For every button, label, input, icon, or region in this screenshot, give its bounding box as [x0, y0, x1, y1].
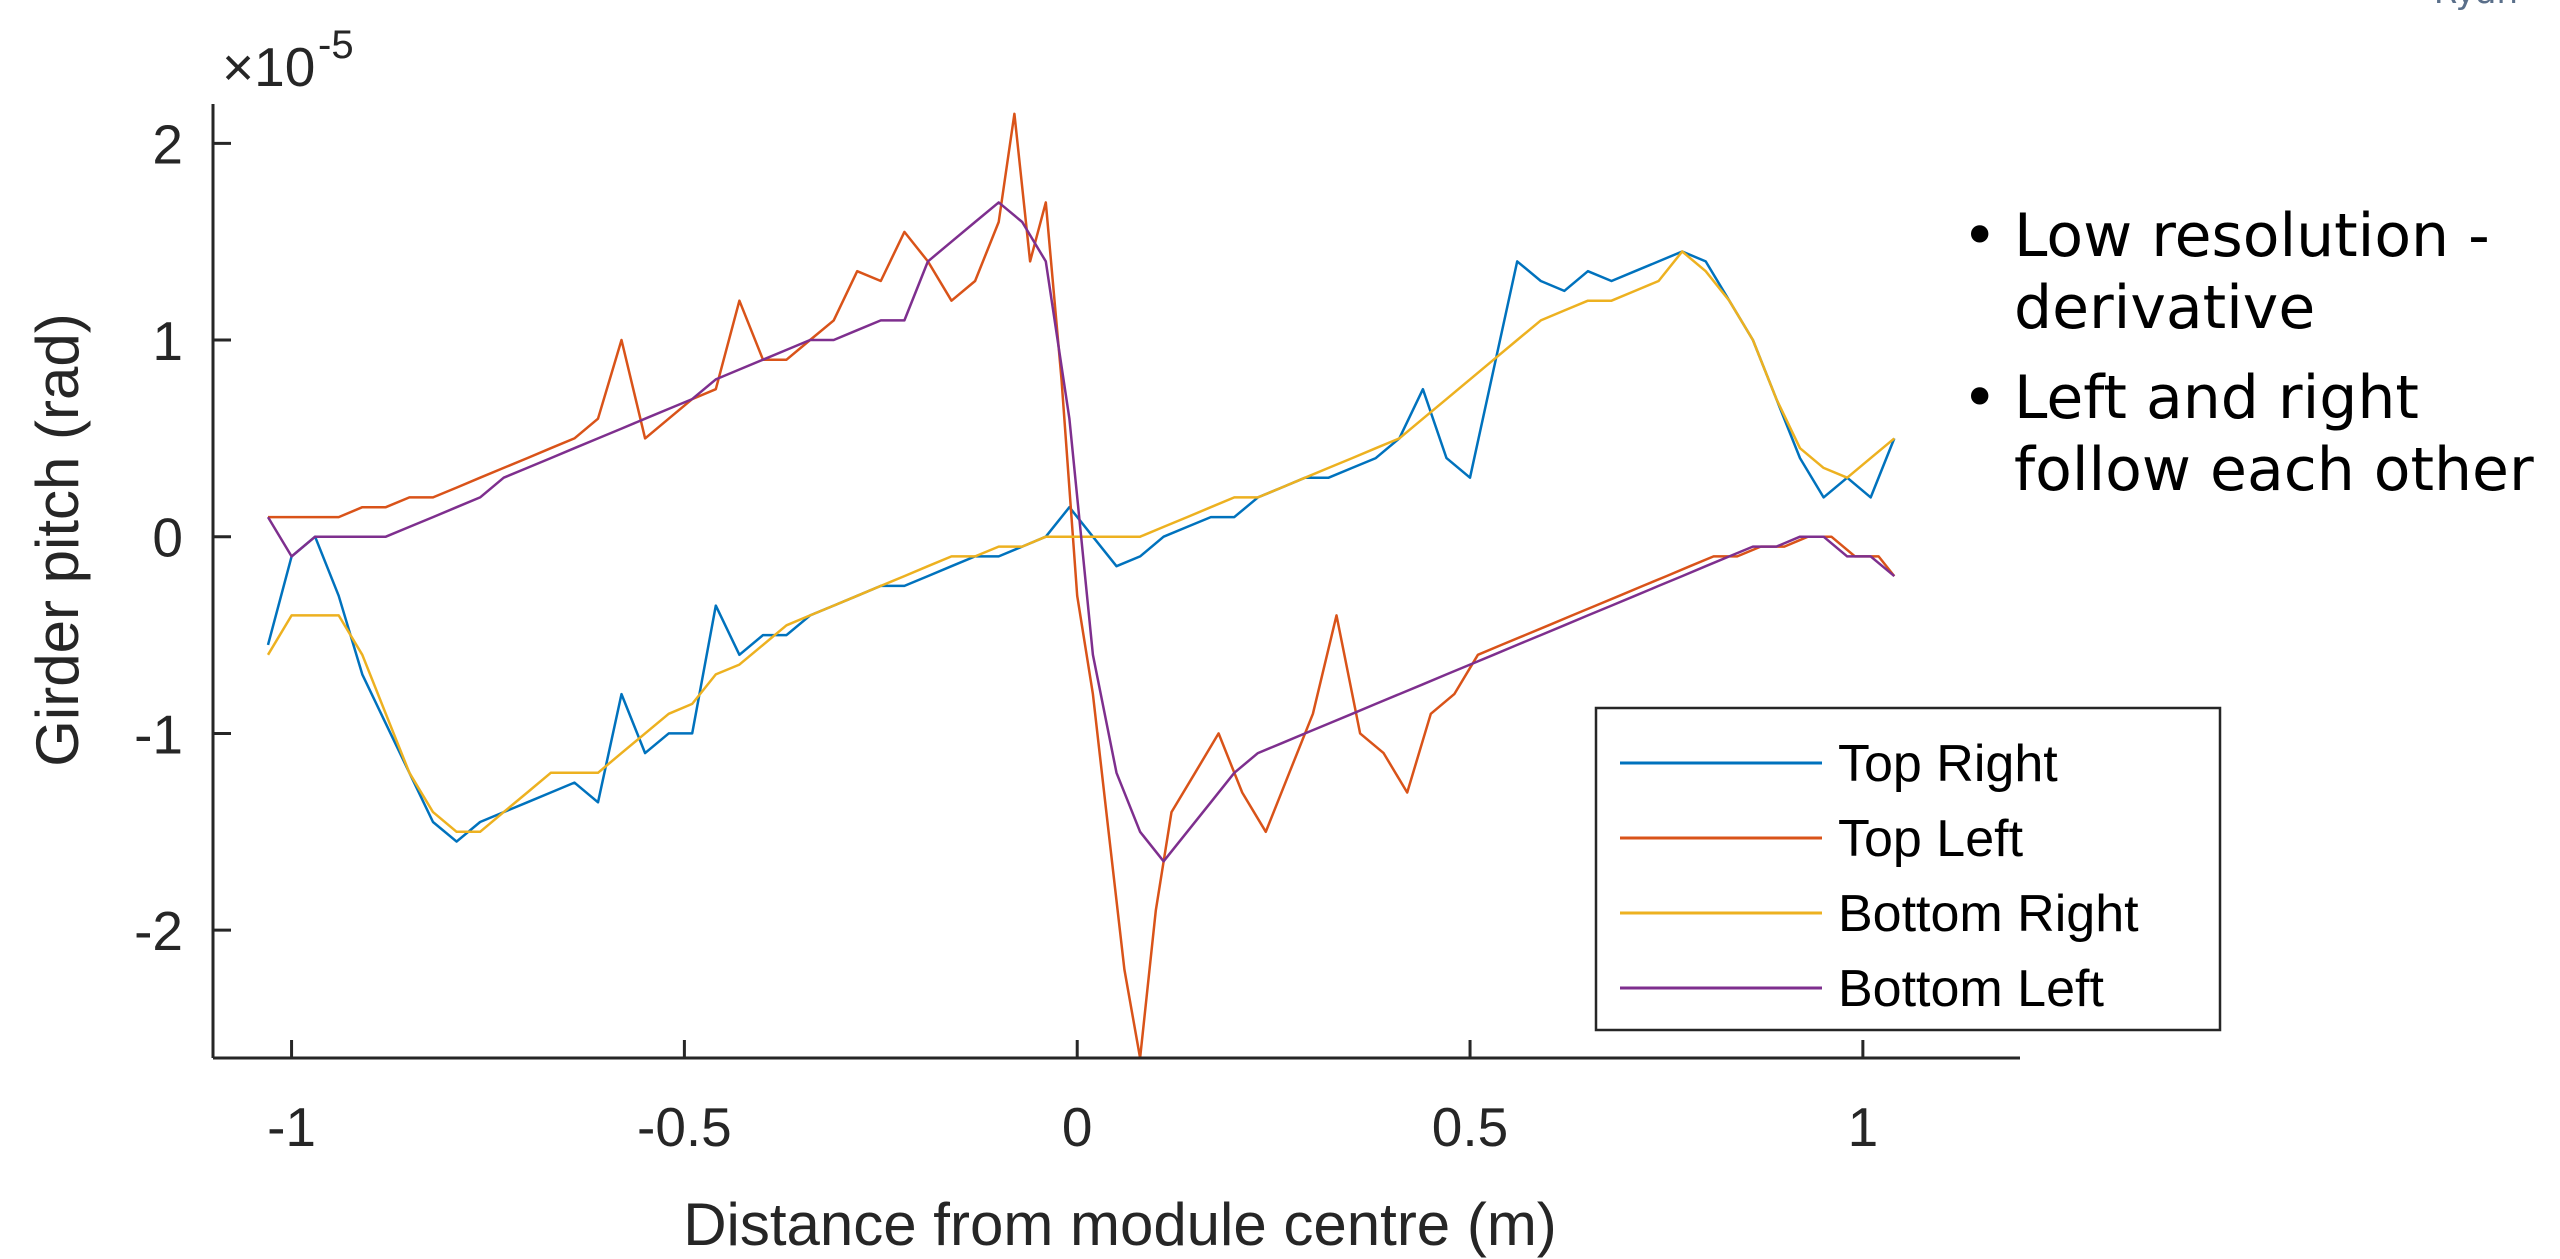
- bullet-dot: •: [1962, 363, 1998, 433]
- x-tick-label: 1: [1848, 1096, 1879, 1158]
- y-axis-title: Girder pitch (rad): [24, 313, 91, 766]
- bullet-dot: •: [1962, 201, 1998, 271]
- y-tick-label: -1: [134, 703, 183, 765]
- x-tick-label: -0.5: [637, 1096, 732, 1158]
- y-tick-label: 1: [152, 310, 183, 372]
- x-tick-label: -1: [267, 1096, 316, 1158]
- y-tick-label: -2: [134, 900, 183, 962]
- axes: [211, 104, 2020, 1060]
- x-tick-label: 0: [1062, 1096, 1093, 1158]
- x-tick-label: 0.5: [1432, 1096, 1508, 1158]
- y-tick-label: 2: [152, 113, 183, 175]
- y-exponent-power: -5: [318, 23, 354, 67]
- y-exponent-base: ×10: [222, 36, 315, 98]
- tick-labels: -1 -0.5 0 0.5 1 -2 -1 0 1 2: [134, 113, 1878, 1158]
- bullet-list: • Low resolution - derivative • Left and…: [1962, 200, 2560, 524]
- bullet-item: • Low resolution - derivative: [1962, 200, 2560, 344]
- legend-label: Top Left: [1838, 810, 2024, 868]
- bullet-text: Low resolution - derivative: [2014, 201, 2490, 343]
- x-axis-title: Distance from module centre (m): [683, 1191, 1557, 1258]
- legend: Top Right Top Left Bottom Right Bottom Left: [1594, 706, 2222, 1032]
- legend-label: Bottom Left: [1838, 960, 2104, 1018]
- legend-label: Top Right: [1838, 735, 2058, 793]
- bullet-item: • Left and right follow each other: [1962, 362, 2560, 506]
- y-tick-label: 0: [152, 507, 183, 569]
- plot-lines: [266, 112, 1896, 1060]
- series-line-top-right: [266, 250, 1896, 843]
- series-line-top-left: [268, 112, 1896, 1060]
- corner-note: Ryan: [2434, 0, 2518, 12]
- bullet-text: Left and right follow each other: [2014, 363, 2534, 505]
- series-line-bottom-left: [266, 201, 1896, 863]
- legend-label: Bottom Right: [1838, 885, 2139, 943]
